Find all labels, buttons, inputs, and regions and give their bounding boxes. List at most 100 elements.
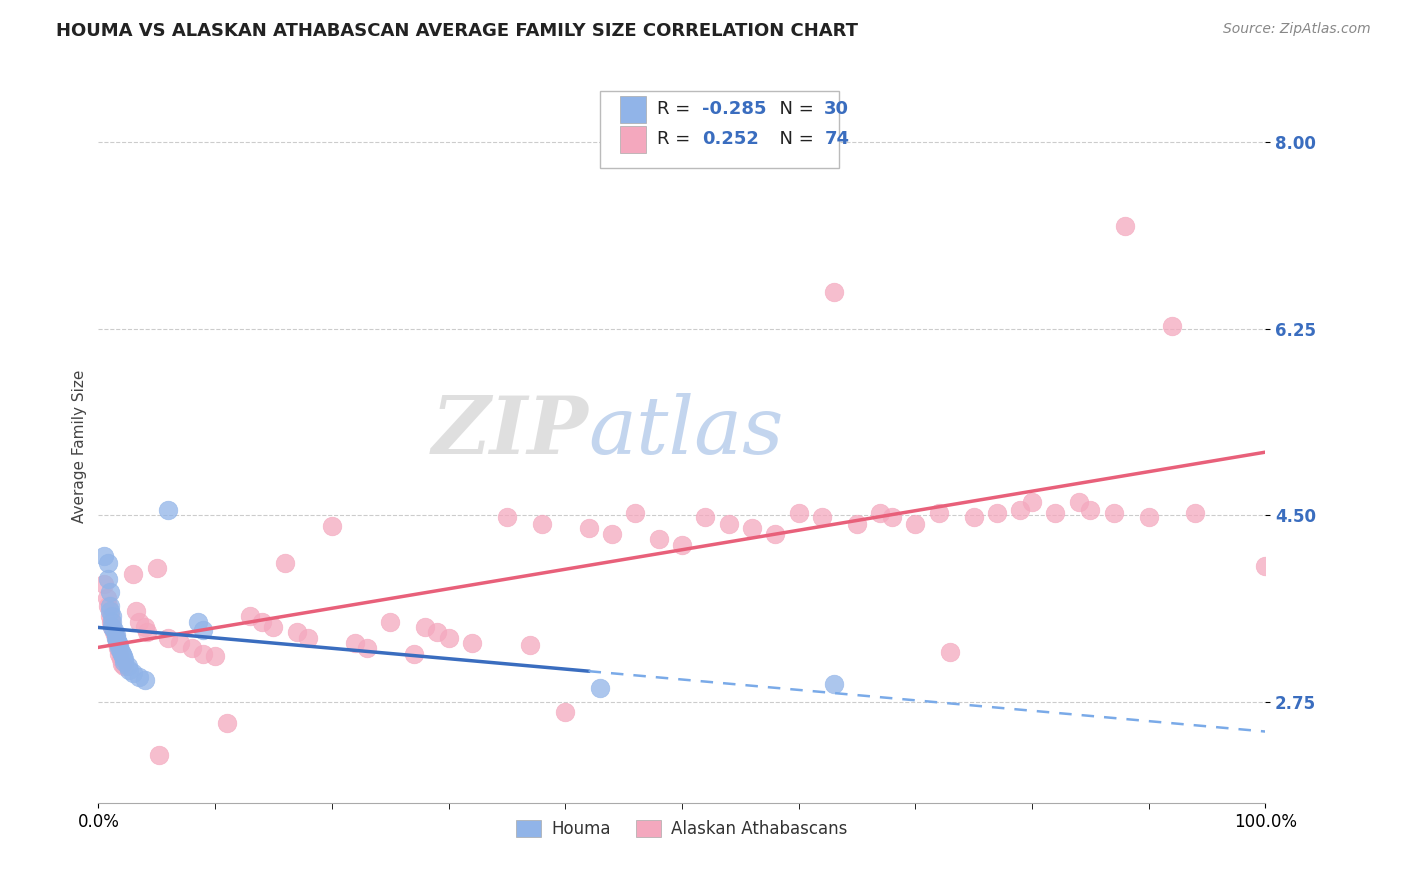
Point xyxy=(107,636,129,650)
Point xyxy=(122,665,145,680)
Point xyxy=(1102,506,1125,520)
Point xyxy=(823,676,845,690)
FancyBboxPatch shape xyxy=(620,126,645,153)
Point xyxy=(869,506,891,520)
Text: R =: R = xyxy=(658,100,696,118)
Text: atlas: atlas xyxy=(589,393,785,470)
Point xyxy=(103,624,125,638)
Point xyxy=(250,615,273,629)
Point xyxy=(695,510,717,524)
Point xyxy=(108,647,131,661)
Point xyxy=(402,647,425,661)
Point xyxy=(1184,506,1206,520)
Point xyxy=(939,644,962,658)
Point xyxy=(111,648,134,663)
Point xyxy=(97,556,120,570)
Text: 74: 74 xyxy=(824,130,849,148)
Point xyxy=(986,506,1008,520)
Text: R =: R = xyxy=(658,130,696,148)
Point xyxy=(101,615,124,629)
Text: Source: ZipAtlas.com: Source: ZipAtlas.com xyxy=(1223,22,1371,37)
Point xyxy=(904,516,927,531)
Point xyxy=(846,516,869,531)
Point xyxy=(1137,510,1160,524)
FancyBboxPatch shape xyxy=(620,95,645,123)
Point xyxy=(530,516,553,531)
Point xyxy=(112,652,135,666)
Point xyxy=(134,620,156,634)
Text: N =: N = xyxy=(768,100,820,118)
Point xyxy=(101,609,124,624)
Point xyxy=(763,527,786,541)
Point xyxy=(285,625,308,640)
Point xyxy=(93,549,115,563)
Point xyxy=(426,625,449,640)
Point xyxy=(1080,503,1102,517)
Point xyxy=(157,503,180,517)
Point xyxy=(105,634,128,648)
Point xyxy=(112,655,135,669)
Point xyxy=(1021,495,1043,509)
Point xyxy=(96,591,118,606)
Point xyxy=(98,599,121,613)
Point xyxy=(157,631,180,645)
Point xyxy=(111,647,134,661)
Point xyxy=(117,659,139,673)
Point xyxy=(146,561,169,575)
Point xyxy=(578,521,600,535)
Point xyxy=(437,631,460,645)
Text: -0.285: -0.285 xyxy=(702,100,766,118)
Point xyxy=(187,615,209,629)
Point xyxy=(93,577,115,591)
Point xyxy=(717,516,740,531)
Point xyxy=(380,615,402,629)
Point xyxy=(671,538,693,552)
Point xyxy=(741,521,763,535)
Point xyxy=(928,506,950,520)
Point xyxy=(101,620,124,634)
Point xyxy=(215,715,238,730)
Point xyxy=(274,556,297,570)
Point xyxy=(110,652,132,666)
Point xyxy=(880,510,903,524)
Point xyxy=(262,620,284,634)
Point xyxy=(600,527,623,541)
Point xyxy=(98,609,121,624)
Point xyxy=(128,670,150,684)
Text: 0.252: 0.252 xyxy=(702,130,759,148)
Text: N =: N = xyxy=(768,130,820,148)
Point xyxy=(100,615,122,629)
Point xyxy=(180,641,202,656)
Point xyxy=(107,641,129,656)
Point xyxy=(321,519,343,533)
Point xyxy=(962,510,984,524)
Point xyxy=(105,636,128,650)
Point xyxy=(98,604,121,618)
Point xyxy=(101,620,124,634)
Point xyxy=(193,624,215,638)
Point xyxy=(1114,219,1136,233)
Point xyxy=(118,663,141,677)
Point xyxy=(148,747,170,762)
Point xyxy=(413,620,436,634)
Point xyxy=(193,647,215,661)
Point xyxy=(128,615,150,629)
Point xyxy=(811,510,834,524)
Point xyxy=(787,506,810,520)
Point xyxy=(356,641,378,656)
Point xyxy=(111,657,134,672)
Point xyxy=(125,604,148,618)
Point xyxy=(108,638,131,652)
Point xyxy=(344,636,367,650)
Point xyxy=(1010,503,1032,517)
Point xyxy=(624,506,647,520)
Point xyxy=(1161,318,1184,333)
Point xyxy=(108,641,131,656)
Point xyxy=(169,636,191,650)
Legend: Houma, Alaskan Athabascans: Houma, Alaskan Athabascans xyxy=(506,810,858,848)
Point xyxy=(1254,559,1277,574)
Point xyxy=(110,644,132,658)
Point xyxy=(104,631,127,645)
Point xyxy=(122,566,145,581)
Text: 30: 30 xyxy=(824,100,849,118)
